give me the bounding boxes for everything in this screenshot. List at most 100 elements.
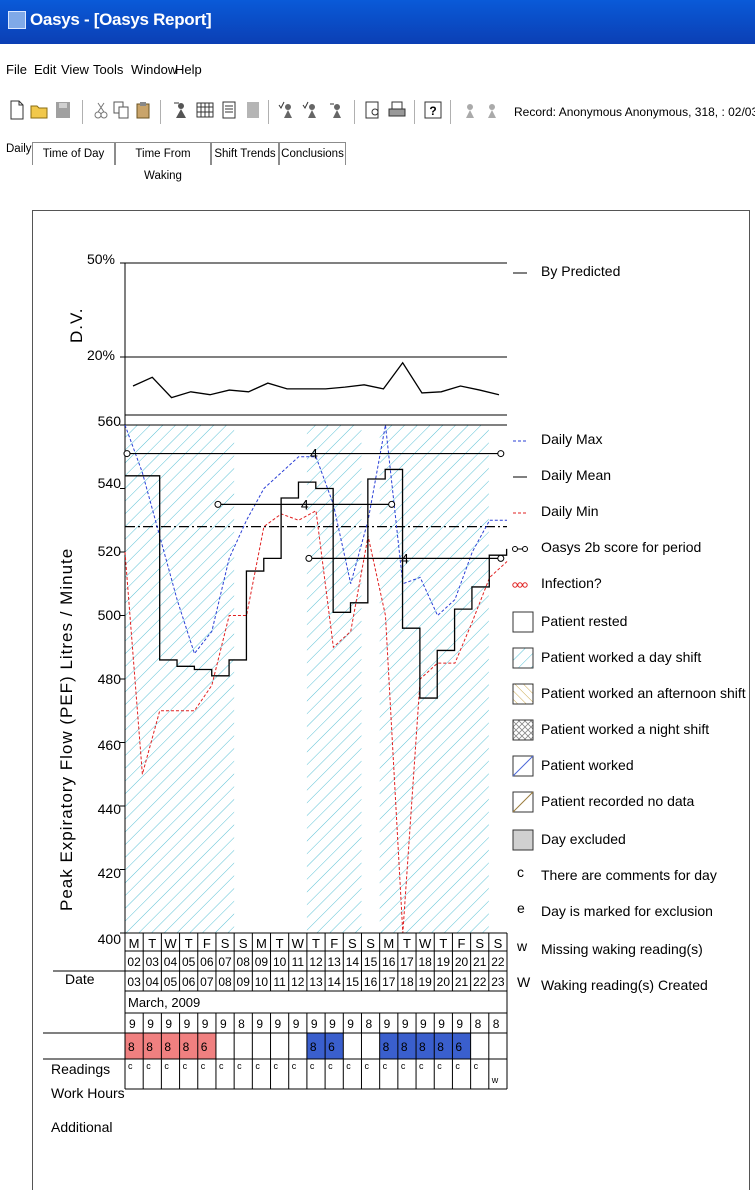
additional-cell: c (383, 1061, 388, 1071)
legend-patient-rested: Patient rested (541, 613, 628, 629)
menu-edit[interactable]: Edit (34, 62, 57, 77)
readings-label: Readings (51, 1061, 111, 1077)
day-shift-band (125, 425, 235, 933)
work-hours-cell (397, 1033, 417, 1059)
work-hours-cell (325, 1033, 344, 1059)
menu-bar: File Edit View Tools Window Help (0, 48, 755, 92)
paste-icon[interactable] (134, 100, 152, 120)
series-lines (124, 361, 508, 934)
pef-tick: 480 (97, 671, 121, 687)
menu-file[interactable]: File (6, 62, 27, 77)
pef-tick: 420 (97, 865, 121, 881)
work-hours-value: 8 (401, 1040, 408, 1054)
legend-day-shift: Patient worked a day shift (541, 649, 702, 665)
print-icon[interactable] (388, 100, 406, 120)
score-segments: 4 4 4 (123, 446, 505, 566)
readings-cell: 8 (365, 1017, 372, 1031)
readings-cell: 9 (456, 1017, 463, 1031)
menu-tools[interactable]: Tools (93, 62, 124, 77)
toolbar-separator (160, 100, 161, 124)
person-right-icon[interactable] (484, 100, 502, 120)
readings-cell: 9 (147, 1017, 154, 1031)
legend-afternoon-shift: Patient worked an afternoon shift (541, 685, 746, 701)
legend-daily-mean: Daily Mean (541, 467, 612, 483)
legend-swatch (512, 647, 534, 669)
disk-icon[interactable] (244, 100, 262, 120)
legend-missing-waking: Missing waking reading(s) (541, 941, 703, 957)
document-icon[interactable] (220, 100, 238, 120)
readings-cell: 9 (293, 1017, 300, 1031)
daily-min-series (124, 509, 508, 934)
work-hours-label: Work Hours (51, 1085, 125, 1101)
grid-icon[interactable] (196, 100, 214, 120)
legend-score-endpoint (522, 546, 528, 552)
pef-tick: 520 (97, 543, 121, 559)
person-edit-icon[interactable] (328, 100, 346, 120)
work-hours-cell (161, 1033, 180, 1059)
additional-cell: c (328, 1061, 333, 1071)
pef-tick: 560 (97, 413, 121, 429)
work-hours-cell (306, 1033, 326, 1059)
work-hours-value: 6 (328, 1040, 335, 1054)
tab-conclusions[interactable]: Conclusions (279, 142, 346, 165)
pef-tick: 460 (97, 737, 121, 753)
readings-cell: 9 (347, 1017, 354, 1031)
work-hours-value: 8 (310, 1040, 317, 1054)
toolbar-separator (354, 100, 355, 124)
new-file-icon[interactable] (8, 100, 26, 120)
person-add-icon[interactable] (302, 100, 320, 120)
readings-cell: 9 (402, 1017, 409, 1031)
legend-patient-worked: Patient worked (541, 757, 634, 773)
work-hours-cell (416, 1033, 435, 1059)
legend-swatch (512, 683, 534, 705)
cut-icon[interactable] (92, 100, 110, 120)
additional-cell: c (292, 1061, 297, 1071)
toolbar-separator (414, 100, 415, 124)
save-icon[interactable] (54, 100, 72, 120)
tab-shift-trends[interactable]: Shift Trends (211, 142, 279, 165)
score-label: 4 (310, 446, 318, 462)
pef-tick: 540 (97, 475, 121, 491)
tab-daily[interactable]: Daily (6, 138, 32, 168)
dv-tick-50: 50% (86, 251, 115, 267)
additional-cell: c (474, 1061, 479, 1071)
daily-mean-series (125, 468, 508, 699)
legend-daily-min: Daily Min (541, 503, 599, 519)
legend-swatch-diagonal (512, 791, 534, 813)
open-folder-icon[interactable] (30, 100, 48, 120)
shift-bands (125, 425, 489, 933)
menu-window[interactable]: Window (131, 62, 178, 77)
worker-icon[interactable] (172, 100, 190, 120)
person-check-icon[interactable] (278, 100, 296, 120)
work-hours-cell (452, 1033, 471, 1059)
menu-help[interactable]: Help (175, 62, 202, 77)
legend-swatch (512, 611, 534, 633)
pef-tick: 440 (97, 801, 121, 817)
help-icon[interactable]: ? (424, 100, 442, 120)
legend-waking-created: Waking reading(s) Created (541, 977, 708, 993)
score-endpoint (123, 450, 131, 458)
work-hours-value: 8 (128, 1040, 135, 1054)
toolbar-separator (268, 100, 269, 124)
readings-cell: 8 (238, 1017, 245, 1031)
copy-icon[interactable] (112, 100, 130, 120)
work-hours-cell (379, 1033, 398, 1059)
additional-cell: c (401, 1061, 406, 1071)
tab-strip: Daily Time of Day Time From Waking Shift… (0, 138, 755, 182)
tab-time-of-day[interactable]: Time of Day (32, 142, 115, 165)
readings-cell: 9 (202, 1017, 209, 1031)
work-hours-cell (143, 1033, 162, 1059)
legend-comments: There are comments for day (541, 867, 717, 883)
score-endpoint (214, 500, 222, 508)
tab-time-from-waking[interactable]: Time From Waking (115, 142, 211, 182)
window-title: Oasys - [Oasys Report] (30, 10, 212, 29)
readings-cell: 9 (165, 1017, 172, 1031)
additional-cell: c (146, 1061, 151, 1071)
work-hours-value: 6 (455, 1040, 462, 1054)
person-left-icon[interactable] (460, 100, 478, 120)
work-hours-cell (197, 1033, 216, 1059)
additional-cell: c (237, 1061, 242, 1071)
print-preview-icon[interactable] (364, 100, 382, 120)
work-hours-value: 8 (383, 1040, 390, 1054)
menu-view[interactable]: View (61, 62, 89, 77)
